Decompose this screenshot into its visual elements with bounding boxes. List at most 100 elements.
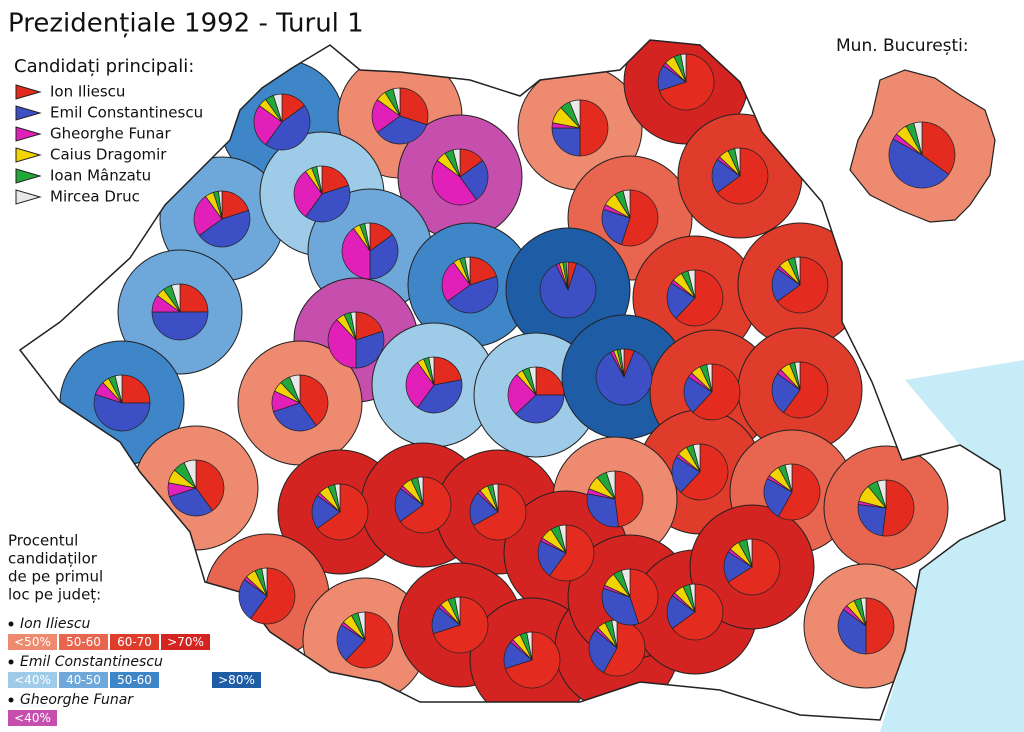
bin-label: 60-70 — [117, 635, 152, 649]
pie-slice — [658, 53, 715, 111]
pie-slice — [168, 487, 213, 517]
pie-slice — [299, 374, 329, 427]
pie-slice — [680, 443, 729, 501]
pie-slice — [253, 105, 283, 146]
pie-slice — [565, 261, 569, 291]
legend-label: Caius Dragomir — [50, 146, 167, 164]
pie-slice — [865, 597, 895, 655]
pie-slice — [689, 583, 696, 613]
legend-label: Emil Constantinescu — [50, 104, 203, 122]
legend-marker — [15, 105, 42, 121]
pie-slice — [417, 476, 424, 506]
pie-slice — [179, 283, 209, 313]
pie-slice — [93, 393, 151, 432]
pie-slice — [446, 275, 499, 314]
legend-marker — [15, 189, 42, 205]
legend-marker — [15, 147, 42, 163]
bin-swatch — [59, 634, 108, 650]
group-name: Ion Iliescu — [20, 616, 91, 632]
pie-slice — [776, 256, 829, 314]
pie-slice — [778, 463, 821, 521]
pie-slice — [345, 611, 394, 669]
pie-slice — [151, 311, 209, 341]
legend-marker — [15, 168, 42, 184]
pie-slice — [746, 538, 753, 568]
pie-slice — [763, 478, 793, 518]
pie-slice — [357, 611, 366, 641]
pie-slice — [526, 631, 533, 661]
bin-label: 50-60 — [117, 673, 152, 687]
group-name: Gheorghe Funar — [20, 692, 134, 708]
pie-slice — [305, 184, 351, 223]
pie-slice — [586, 493, 619, 528]
pie-slice — [666, 282, 696, 319]
pie-slice — [857, 504, 887, 537]
pie-slice — [727, 538, 781, 596]
pie-slice — [472, 483, 527, 541]
pie-slice — [265, 105, 311, 151]
pie-slice — [692, 363, 741, 421]
shading-title: loc pe județ: — [8, 586, 101, 604]
pie-slice — [687, 269, 696, 299]
legend-label: Gheorghe Funar — [50, 125, 171, 143]
group-bullet — [8, 697, 14, 703]
pie-slice — [620, 348, 625, 378]
group-name: Emil Constantinescu — [20, 654, 163, 670]
pie-slice — [193, 195, 223, 236]
pie-slice — [683, 376, 713, 413]
bin-label: >80% — [218, 673, 255, 687]
pie-slice — [198, 209, 251, 248]
pie-slice — [601, 587, 640, 626]
title: Prezidențiale 1992 - Turul 1 — [8, 9, 364, 39]
overlay: Ion Iliescu Emil Constantinescu Gheorghe F… — [8, 53, 956, 726]
bin-label: <40% — [14, 711, 51, 725]
pie-slice — [355, 330, 385, 369]
legend-marker — [15, 126, 42, 142]
pie-slice — [794, 361, 801, 391]
pie-slice — [888, 138, 950, 189]
pie-slice — [504, 631, 561, 689]
pie-slice — [794, 256, 801, 286]
pie-slice — [588, 629, 618, 674]
pie-slice — [601, 208, 631, 246]
pie-slice — [218, 190, 223, 220]
legend-label: Ion Iliescu — [50, 83, 125, 101]
pie-slice — [784, 463, 793, 493]
pie-slice — [432, 596, 489, 654]
legend-title: Candidați principali: — [14, 56, 194, 77]
pie-slice — [336, 624, 366, 661]
group-bullet — [8, 621, 14, 627]
pie-slice — [316, 165, 323, 195]
shading-title: de pe primul — [8, 568, 103, 586]
pie-slice — [341, 227, 371, 280]
pie-slice — [913, 121, 923, 156]
bin-swatch — [212, 672, 261, 688]
bin-swatch — [110, 672, 159, 688]
pie-slice — [195, 459, 225, 512]
pie-slice — [170, 283, 181, 313]
pie-slice — [272, 402, 317, 432]
group-bullet — [8, 659, 14, 665]
pie-slice — [454, 596, 461, 626]
pie-slice — [507, 374, 537, 415]
bin-label: >70% — [167, 635, 204, 649]
pie-slice — [692, 443, 701, 473]
bin-swatch — [59, 672, 108, 688]
bin-label: <40% — [14, 673, 51, 687]
pie-slice — [614, 470, 644, 528]
pie-slice — [558, 524, 567, 554]
legend-marker — [15, 84, 42, 100]
bin-swatch — [161, 634, 210, 650]
pie-slice — [433, 356, 462, 386]
pie-slice — [539, 262, 597, 319]
bin-swatch — [110, 634, 159, 650]
pie-slice — [837, 609, 867, 655]
pie-slice — [671, 583, 724, 641]
pie-slice — [399, 87, 429, 126]
pie-slice — [551, 127, 581, 157]
pie-slice — [535, 366, 565, 396]
pie-slice — [579, 99, 609, 157]
pie-slice — [364, 222, 371, 252]
bin-label: <50% — [14, 635, 51, 649]
